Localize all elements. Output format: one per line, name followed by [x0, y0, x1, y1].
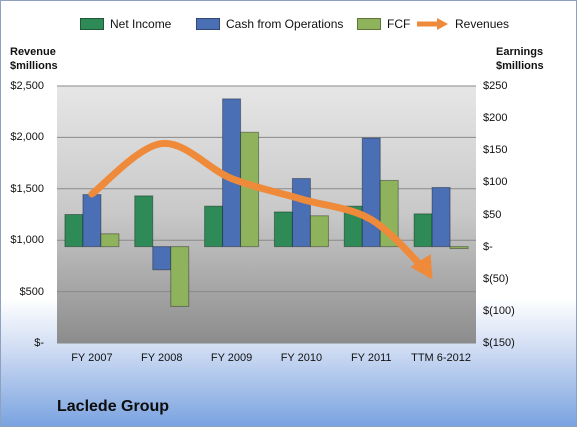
left-tick-label: $-	[34, 337, 44, 349]
left-axis-title: Revenue $millions	[10, 45, 58, 73]
legend-label-net-income: Net Income	[110, 17, 172, 31]
legend-swatch-net-income	[80, 18, 104, 30]
bar-net-income	[273, 211, 293, 248]
legend-label-cash-ops: Cash from Operations	[226, 17, 344, 31]
left-tick-label: $1,500	[10, 182, 44, 195]
bar-cash-ops	[82, 194, 102, 248]
right-tick-label: $(150)	[483, 337, 515, 349]
bar-fcf	[100, 233, 120, 248]
company-name: Laclede Group	[57, 398, 170, 415]
bar-cash-ops	[431, 187, 451, 248]
legend-item-revenues: Revenues	[415, 14, 509, 34]
x-tick-label: FY 2011	[350, 352, 392, 364]
bar-net-income	[134, 195, 154, 248]
right-tick-label: $150	[483, 144, 508, 157]
revenues-line	[88, 140, 433, 278]
legend-item-fcf: FCF	[357, 14, 410, 34]
left-tick-label: $2,000	[10, 131, 44, 144]
legend-label-revenues: Revenues	[455, 17, 510, 31]
bar-fcf	[309, 215, 329, 248]
legend-swatch-fcf	[357, 18, 381, 30]
bar-net-income	[413, 213, 433, 248]
right-axis-title-line2: $millions	[496, 60, 544, 72]
bar-net-income	[204, 205, 224, 248]
legend: Net Income Cash from Operations FCF Reve…	[0, 14, 577, 34]
right-tick-label: $(50)	[483, 272, 509, 285]
x-tick-label: FY 2010	[280, 352, 323, 364]
right-tick-label: $200	[483, 112, 508, 125]
right-tick-label: $50	[483, 208, 502, 221]
bar-net-income	[64, 214, 84, 248]
left-tick-label: $2,500	[10, 80, 44, 92]
right-tick-label: $-	[483, 240, 493, 253]
revenues-arrowhead	[410, 254, 433, 280]
left-tick-label: $500	[19, 285, 44, 298]
legend-swatch-cash-ops	[196, 18, 220, 30]
x-tick-label: FY 2007	[71, 352, 113, 364]
legend-label-fcf: FCF	[387, 17, 411, 31]
right-axis-title-line1: Earnings	[496, 46, 544, 58]
bar-cash-ops	[361, 137, 381, 248]
legend-arrow-icon	[417, 18, 448, 30]
bar-fcf	[449, 246, 469, 250]
legend-item-cash-ops: Cash from Operations	[196, 14, 343, 34]
bar-cash-ops	[291, 178, 311, 248]
plot-area	[57, 86, 476, 343]
x-tick-label: FY 2008	[141, 352, 183, 364]
bar-cash-ops	[152, 246, 172, 271]
right-tick-label: $250	[483, 80, 508, 92]
right-axis-title: Earnings $millions	[496, 45, 544, 73]
legend-item-net-income: Net Income	[80, 14, 171, 34]
x-tick-label: TTM 6-2012	[411, 352, 472, 364]
left-axis-title-line1: Revenue	[10, 46, 56, 58]
right-tick-label: $100	[483, 176, 508, 189]
left-tick-label: $1,000	[10, 234, 44, 247]
left-axis-title-line2: $millions	[10, 60, 58, 72]
bar-fcf	[170, 246, 190, 307]
right-tick-label: $(100)	[483, 304, 515, 317]
x-tick-label: FY 2009	[210, 352, 253, 364]
